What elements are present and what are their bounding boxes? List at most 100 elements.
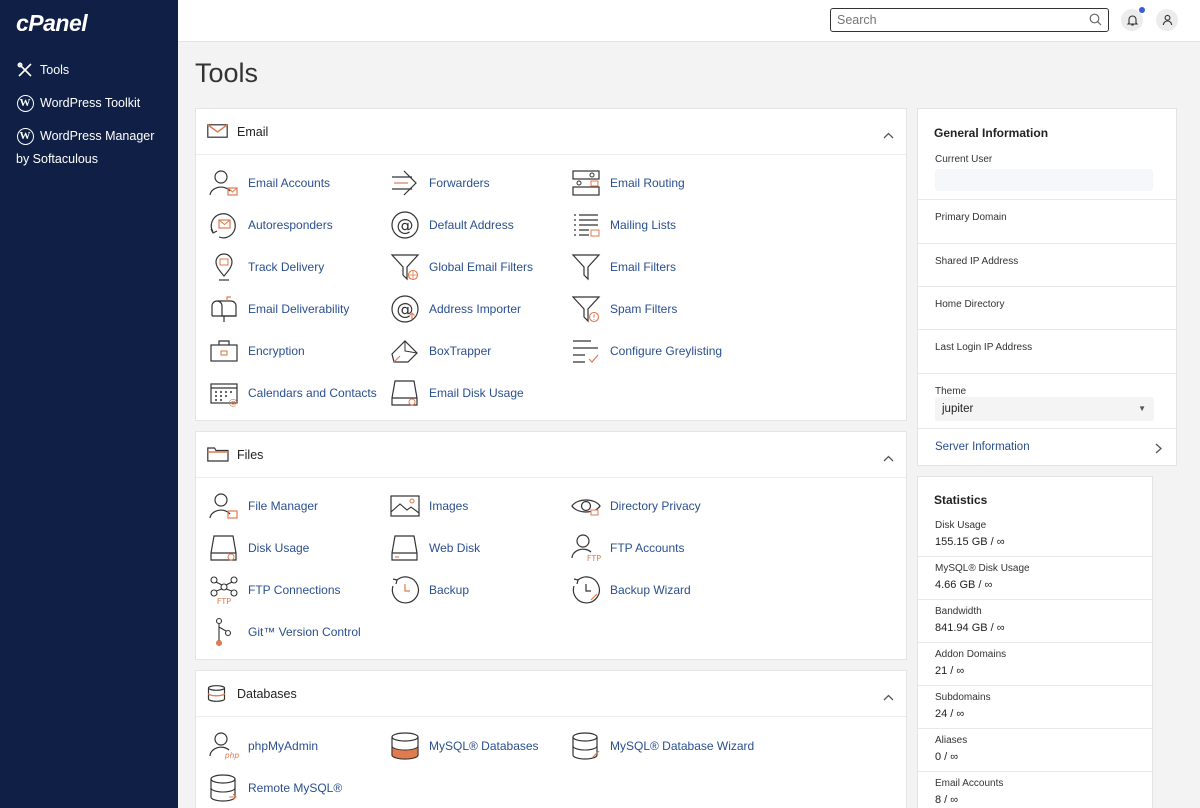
tool-directory-privacy[interactable]: Directory Privacy [570,488,701,524]
email-panel-header[interactable]: Email [196,109,906,155]
boxtrapper-icon [389,335,421,367]
card-title: Statistics [934,493,988,507]
tool-backup-wizard[interactable]: Backup Wizard [570,572,691,608]
backup-icon [389,574,421,606]
tool-email-deliverability[interactable]: Email Deliverability [208,291,349,327]
mailbox-icon [208,293,240,325]
location-pin-icon [208,251,240,283]
tool-email-accounts[interactable]: Email Accounts [208,165,330,201]
calendar-icon: @ [208,377,240,409]
tool-git-version-control[interactable]: Git™ Version Control [208,614,361,650]
panel-title: Files [237,448,264,462]
tool-address-importer[interactable]: @ Address Importer [389,291,521,327]
statistic-value: 0 / ∞ [935,751,959,763]
tool-encryption[interactable]: Encryption [208,333,305,369]
tool-track-delivery[interactable]: Track Delivery [208,249,324,285]
envelope-icon [207,124,228,143]
file-manager-icon [208,490,240,522]
tool-autoresponders[interactable]: Autoresponders [208,207,333,243]
statistic-value: 4.66 GB / ∞ [935,579,993,591]
remote-database-icon [208,772,240,804]
statistic-row: Disk Usage 155.15 GB / ∞ [918,514,1152,557]
general-information-card: General Information Current User Primary… [917,108,1177,466]
card-title: General Information [934,126,1049,140]
tool-boxtrapper[interactable]: BoxTrapper [389,333,491,369]
statistic-value: 24 / ∞ [935,708,965,720]
tool-images[interactable]: Images [389,488,468,524]
files-panel: Files File Manager Images Directory Priv… [195,431,907,660]
tool-calendars-contacts[interactable]: @ Calendars and Contacts [208,375,377,411]
tool-disk-usage[interactable]: Disk Usage [208,530,309,566]
current-user-value [935,169,1153,191]
tool-forwarders[interactable]: Forwarders [389,165,490,201]
user-menu-button[interactable] [1156,9,1178,31]
tool-default-address[interactable]: @ Default Address [389,207,514,243]
theme-select[interactable]: jupiter ▼ [935,397,1154,421]
databases-panel: Databases php phpMyAdmin MySQL® Database… [195,670,907,808]
sidebar-item-tools[interactable]: Tools [16,59,69,82]
disk-icon [389,377,421,409]
chevron-up-icon[interactable] [883,449,894,467]
statistic-row: Aliases 0 / ∞ [918,729,1152,772]
tool-email-routing[interactable]: Email Routing [570,165,685,201]
tool-phpmyadmin[interactable]: php phpMyAdmin [208,728,318,764]
tool-web-disk[interactable]: Web Disk [389,530,480,566]
statistic-label: Aliases [935,735,968,746]
briefcase-lock-icon [208,335,240,367]
statistic-label: Subdomains [935,692,991,703]
statistic-row: Addon Domains 21 / ∞ [918,643,1152,686]
tool-ftp-accounts[interactable]: FTP FTP Accounts [570,530,684,566]
statistic-row: Email Accounts 8 / ∞ [918,772,1152,808]
statistic-label: Bandwidth [935,606,982,617]
chevron-up-icon[interactable] [883,688,894,706]
user-icon [1162,14,1172,26]
tool-mailing-lists[interactable]: Mailing Lists [570,207,676,243]
tool-global-email-filters[interactable]: Global Email Filters [389,249,533,285]
tool-ftp-connections[interactable]: FTP FTP Connections [208,572,341,608]
mysql-database-icon [389,730,421,762]
image-icon [389,490,421,522]
disk-icon [208,532,240,564]
tool-email-disk-usage[interactable]: Email Disk Usage [389,375,524,411]
tool-mysql-databases[interactable]: MySQL® Databases [389,728,539,764]
tool-remote-mysql[interactable]: Remote MySQL® [208,770,342,806]
files-panel-header[interactable]: Files [196,432,906,478]
tool-backup[interactable]: Backup [389,572,469,608]
statistic-value: 841.94 GB / ∞ [935,622,1005,634]
databases-panel-header[interactable]: Databases [196,671,906,717]
sidebar-item-wordpress-manager[interactable]: W WordPress Manager [16,125,154,148]
git-branch-icon [208,616,240,648]
svg-text:FTP: FTP [217,597,231,605]
statistic-label: Email Accounts [935,778,1004,789]
statistic-value: 155.15 GB / ∞ [935,536,1005,548]
svg-text:@: @ [397,300,414,320]
forwarders-icon [389,167,421,199]
tool-spam-filters[interactable]: Spam Filters [570,291,677,327]
database-icon [207,685,226,707]
notifications-button[interactable] [1121,7,1145,31]
svg-text:@: @ [229,398,238,408]
tool-email-filters[interactable]: Email Filters [570,249,676,285]
chevron-up-icon[interactable] [883,126,894,144]
mailing-lists-icon [570,209,602,241]
statistic-row: Subdomains 24 / ∞ [918,686,1152,729]
sidebar-item-label: WordPress Manager [40,129,155,143]
tool-file-manager[interactable]: File Manager [208,488,318,524]
server-information-link[interactable]: Server Information [918,429,1176,465]
database-wizard-icon [570,730,602,762]
top-header [178,0,1200,42]
cpanel-logo[interactable]: cPanel [16,10,88,36]
sidebar-item-wordpress-toolkit[interactable]: W WordPress Toolkit [16,92,140,115]
search-input[interactable] [831,9,1081,31]
sidebar-item-label: Tools [40,63,70,77]
search-icon[interactable] [1089,13,1102,31]
sidebar: cPanel Tools W WordPress Toolkit W WordP… [0,0,178,808]
tool-mysql-database-wizard[interactable]: MySQL® Database Wizard [570,728,754,764]
tool-configure-greylisting[interactable]: Configure Greylisting [570,333,722,369]
svg-text:FTP: FTP [587,554,601,563]
panel-title: Databases [237,687,297,701]
sidebar-item-sublabel[interactable]: by Softaculous [16,152,98,166]
search-box[interactable] [830,8,1109,32]
email-accounts-icon [208,167,240,199]
statistics-card: Statistics Disk Usage 155.15 GB / ∞ MySQL®… [917,476,1153,808]
